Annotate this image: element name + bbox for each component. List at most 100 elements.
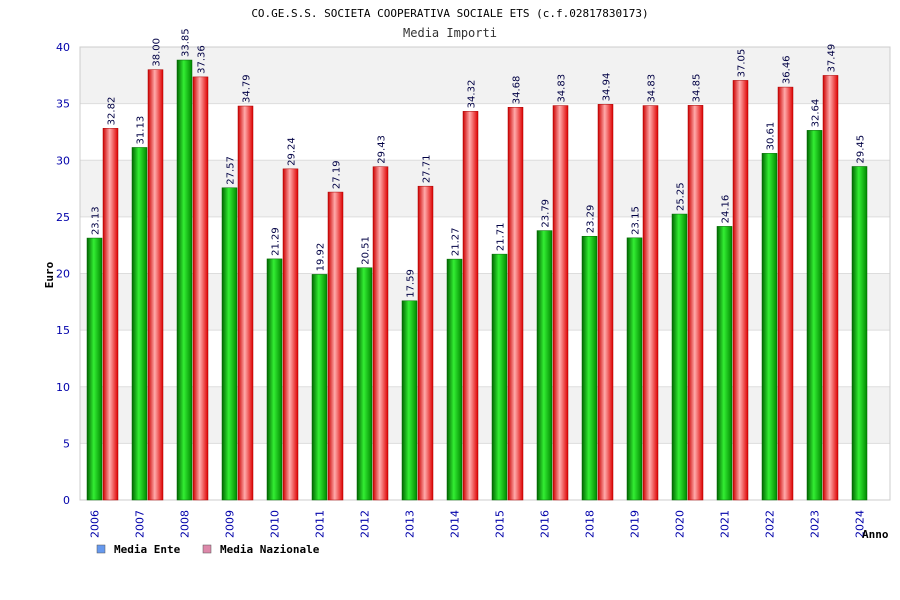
- bar-media-ente: [221, 187, 238, 501]
- data-label: 34.94: [602, 73, 613, 102]
- bars: [86, 59, 868, 501]
- bar-media-ente: [131, 147, 148, 501]
- bar-media-nazionale: [732, 80, 749, 501]
- data-label: 17.59: [406, 269, 417, 298]
- x-tick-label: 2008: [179, 510, 192, 538]
- bar-media-ente: [446, 258, 463, 501]
- x-tick-label: 2023: [809, 510, 822, 538]
- bar-media-nazionale: [372, 166, 389, 501]
- x-tick-label: 2018: [584, 510, 597, 538]
- y-tick-label: 15: [56, 324, 70, 337]
- data-label: 34.83: [557, 74, 568, 103]
- data-label: 23.15: [631, 206, 642, 235]
- x-tick-label: 2013: [404, 510, 417, 538]
- x-tick-label: 2019: [629, 510, 642, 538]
- bar-media-ente: [626, 237, 643, 501]
- bar-media-nazionale: [507, 106, 524, 501]
- bar-media-ente: [356, 267, 373, 501]
- bar-media-ente: [176, 59, 193, 501]
- data-label: 36.46: [782, 55, 793, 84]
- data-label: 21.27: [451, 227, 462, 256]
- data-label: 33.85: [181, 28, 192, 57]
- grid-band: [80, 443, 890, 500]
- bar-media-ente: [266, 258, 283, 501]
- x-tick-label: 2007: [134, 510, 147, 538]
- y-axis: 0 5 10 15 20 25 30 35 40: [56, 41, 70, 507]
- x-tick-label: 2010: [269, 510, 282, 538]
- data-label: 34.85: [692, 74, 703, 103]
- legend-label-media-ente: Media Ente: [114, 543, 181, 556]
- plot-background: [79, 46, 891, 501]
- data-label: 37.05: [737, 49, 748, 78]
- data-label: 29.24: [287, 137, 298, 166]
- legend-swatch-media-ente: [96, 544, 106, 554]
- x-tick-label: 2006: [89, 510, 102, 538]
- data-label: 34.83: [647, 74, 658, 103]
- data-label: 37.49: [827, 44, 838, 73]
- bar-media-nazionale: [147, 69, 164, 501]
- data-label: 29.45: [856, 135, 867, 164]
- bar-media-nazionale: [777, 86, 794, 501]
- bar-media-nazionale: [102, 128, 119, 501]
- bar-media-nazionale: [282, 168, 299, 501]
- bar-media-ente: [311, 274, 328, 501]
- bar-media-ente: [536, 230, 553, 501]
- y-tick-label: 30: [56, 154, 70, 167]
- bar-media-ente: [851, 166, 868, 501]
- data-label: 34.32: [467, 80, 478, 109]
- x-tick-label: 2015: [494, 510, 507, 538]
- x-tick-label: 2014: [449, 510, 462, 538]
- data-label: 27.71: [422, 155, 433, 184]
- x-tick-label: 2022: [764, 510, 777, 538]
- legend-swatch-media-nazionale: [202, 544, 212, 554]
- bar-media-nazionale: [462, 111, 479, 501]
- grid-band: [80, 273, 890, 331]
- bar-media-nazionale: [642, 105, 659, 501]
- y-axis-label: Euro: [43, 261, 56, 288]
- data-label: 32.82: [107, 97, 118, 126]
- legend-label-media-nazionale: Media Nazionale: [220, 543, 320, 556]
- data-label: 23.13: [91, 206, 102, 235]
- data-label: 32.64: [811, 99, 822, 128]
- x-axis-label: Anno: [862, 528, 889, 541]
- bar-media-ente: [671, 213, 688, 501]
- grid-band: [80, 386, 890, 444]
- y-tick-label: 0: [63, 494, 70, 507]
- bar-media-nazionale: [327, 191, 344, 501]
- data-label: 37.36: [197, 45, 208, 74]
- data-label: 29.43: [377, 135, 388, 164]
- data-label: 24.16: [721, 195, 732, 224]
- bar-media-ente: [401, 300, 418, 501]
- y-tick-label: 20: [56, 268, 70, 281]
- y-tick-label: 10: [56, 381, 70, 394]
- data-label: 19.92: [316, 243, 327, 272]
- grid-band: [80, 330, 890, 387]
- bar-media-ente: [581, 235, 598, 501]
- grid-band: [80, 160, 890, 217]
- data-label: 21.71: [496, 222, 507, 251]
- bar-media-nazionale: [552, 105, 569, 501]
- legend: Media Ente Media Nazionale: [96, 543, 320, 556]
- y-tick-label: 25: [56, 211, 70, 224]
- bar-media-nazionale: [237, 105, 254, 501]
- bar-media-ente: [761, 153, 778, 501]
- chart-title: CO.GE.S.S. SOCIETA COOPERATIVA SOCIALE E…: [251, 7, 648, 20]
- x-tick-label: 2021: [719, 510, 732, 538]
- data-label: 38.00: [152, 38, 163, 67]
- data-label: 27.19: [332, 160, 343, 189]
- data-label: 20.51: [361, 236, 372, 265]
- x-tick-label: 2024: [854, 510, 867, 538]
- data-label: 34.68: [512, 76, 523, 105]
- data-label: 27.57: [226, 156, 237, 185]
- grid-band: [80, 47, 890, 104]
- data-label: 23.79: [541, 199, 552, 228]
- chart-subtitle: Media Importi: [403, 26, 497, 40]
- data-label: 34.79: [242, 74, 253, 103]
- bar-media-ente: [716, 226, 733, 501]
- x-tick-label: 2020: [674, 510, 687, 538]
- x-tick-label: 2011: [314, 510, 327, 538]
- y-tick-label: 5: [63, 437, 70, 450]
- y-tick-label: 40: [56, 41, 70, 54]
- x-tick-label: 2016: [539, 510, 552, 538]
